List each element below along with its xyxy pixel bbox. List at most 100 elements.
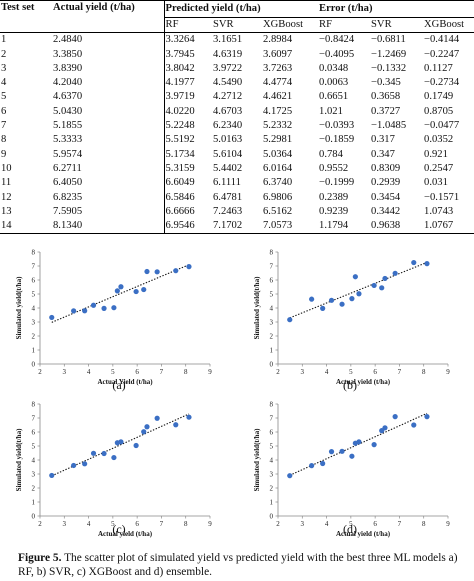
header-err-rf: RF [318,17,371,34]
cell-e-svr: −0.6811 [371,34,406,46]
cell-actual: 5.1855 [53,120,83,132]
cell-test: 5 [1,91,7,103]
y-tick-label: 6 [32,276,36,284]
y-tick-label: 8 [32,400,36,408]
cell-svr: 5.4402 [213,162,243,174]
data-point [328,297,335,303]
x-tick-label: 2 [276,368,280,376]
data-point [287,317,293,323]
data-point [141,286,147,293]
cell-xgb: 3.6097 [263,48,293,60]
y-tick-label: 3 [270,470,274,478]
x-tick-label: 6 [373,368,377,376]
data-point [411,422,417,428]
x-tick-label: 3 [63,520,67,528]
cell-rf: 3.8042 [163,61,212,77]
cell-xgb: 6.0164 [263,162,293,174]
cell-e-rf: 0.2389 [319,191,349,203]
cell-svr: 3.9722 [213,62,243,74]
data-point [186,414,192,420]
cell-e-rf: 0.0063 [319,77,349,89]
cell-e-xgb: 0.0352 [424,134,454,146]
chart-panel-b: 2 3 4 5 6 7 8 9 0 1 2 3 4 5 6 7 8 Actual yield (t/ha) Simu… [252,244,470,396]
y-tick-label: 1 [32,346,36,354]
header-error: Error (t/ha) [318,0,474,18]
y-tick-label: 6 [270,428,274,436]
table-row: 4 4.2040 4.1977 4.5490 4.4774 0.0063 −0.345 −0.… [0,76,474,91]
cell-xgb: 5.2981 [263,134,293,146]
cell-rf: 6.5846 [163,190,212,205]
cell-e-rf: −0.4095 [319,48,355,60]
cell-svr: 3.1651 [213,34,243,46]
cell-actual: 5.3333 [53,134,83,146]
y-tick-label: 1 [270,498,274,506]
cell-xgb: 2.8984 [263,34,293,46]
y-tick-label: 6 [270,276,274,284]
x-tick-label: 6 [135,368,139,376]
cell-e-xgb: −0.4144 [424,34,460,46]
chart-panel-c: 2 3 4 5 6 7 8 9 0 1 2 3 4 5 6 7 8 Actual yield (t/ha) Simu… [14,396,232,548]
cell-actual: 3.8390 [53,62,83,74]
data-point [349,296,355,302]
data-point [328,449,335,455]
y-tick-label: 6 [32,428,36,436]
x-axis-label: Actual yield (t/ha) [336,378,391,386]
data-point [101,305,107,311]
cell-e-svr: 0.9638 [370,219,424,235]
cell-test: 6 [1,105,7,117]
cell-e-rf: −0.8424 [319,34,355,46]
cell-e-svr: 0.3727 [371,105,401,117]
data-point [173,422,179,428]
header-pred-xgboost: XGBoost [262,17,319,34]
x-axis-label: Actual yield (t/ha) [98,530,153,538]
cell-rf: 6.6666 [163,204,212,220]
chart-d-svg: 2 3 4 5 6 7 8 9 0 1 2 3 4 5 6 7 8 Actual yield (t/ha) Simu… [253,400,450,538]
data-point [133,442,139,449]
x-tick-label: 2 [38,520,42,528]
x-tick-label: 3 [301,520,305,528]
cell-actual: 4.6370 [53,91,83,103]
cell-rf: 5.2248 [163,119,212,134]
y-axis-label: Simulated yield(t/ha) [15,428,23,491]
cell-xgb: 3.7263 [263,62,293,74]
data-point [133,288,139,295]
cell-e-xgb: 0.8705 [424,105,454,117]
cell-test: 1 [1,34,7,46]
cell-e-rf: 1.1794 [318,219,371,235]
data-point [379,285,385,291]
cell-e-rf: 1.021 [319,105,343,117]
x-tick-label: 2 [276,520,280,528]
cell-rf: 5.5192 [163,133,212,148]
y-tick-label: 4 [270,304,274,312]
panel-label-b: (b) [343,378,357,392]
chart-a-svg: 2 3 4 5 6 7 8 9 0 1 2 3 4 5 6 7 8 Actual Yield (t/ha) Simu… [15,248,212,386]
data-point [144,424,150,430]
table-row: 3 3.8390 3.8042 3.9722 3.7263 0.0348 −0.1332 0.… [0,61,474,77]
data-point [382,425,388,431]
cell-svr: 6.4781 [213,191,243,203]
figure-caption: Figure 5. The scatter plot of simulated … [18,551,470,579]
cell-svr: 4.5490 [213,77,243,89]
table-row: 12 6.8235 6.5846 6.4781 6.9806 0.2389 0.3454 −0… [0,190,474,205]
cell-actual: 5.0430 [53,105,83,117]
cell-e-xgb: −0.2247 [424,48,460,60]
x-tick-label: 3 [301,368,305,376]
cell-e-svr: −0.345 [371,77,401,89]
table-row: 6 5.0430 4.0220 4.6703 4.1725 1.021 0.3727 0.87… [0,104,474,120]
cell-e-svr: 0.3454 [371,191,401,203]
x-tick-label: 8 [184,520,188,528]
x-tick-label: 6 [135,520,139,528]
cell-svr: 4.6703 [213,105,243,117]
table-row: 1 2.4840 3.3264 3.1651 2.8984 −0.8424 −0.6811 −… [0,32,474,48]
y-tick-label: 7 [270,262,274,270]
x-tick-label: 5 [111,520,115,528]
x-tick-label: 9 [446,520,450,528]
data-point [287,473,293,479]
data-point [424,414,430,420]
cell-rf: 3.3264 [163,32,212,48]
y-tick-label: 4 [270,456,274,464]
table-row: 2 3.3850 3.7945 4.6319 3.6097 −0.4095 −1.2469 −… [0,47,474,62]
x-tick-label: 7 [160,520,164,528]
cell-e-rf: 0.9552 [319,162,349,174]
x-tick-label: 5 [349,368,353,376]
